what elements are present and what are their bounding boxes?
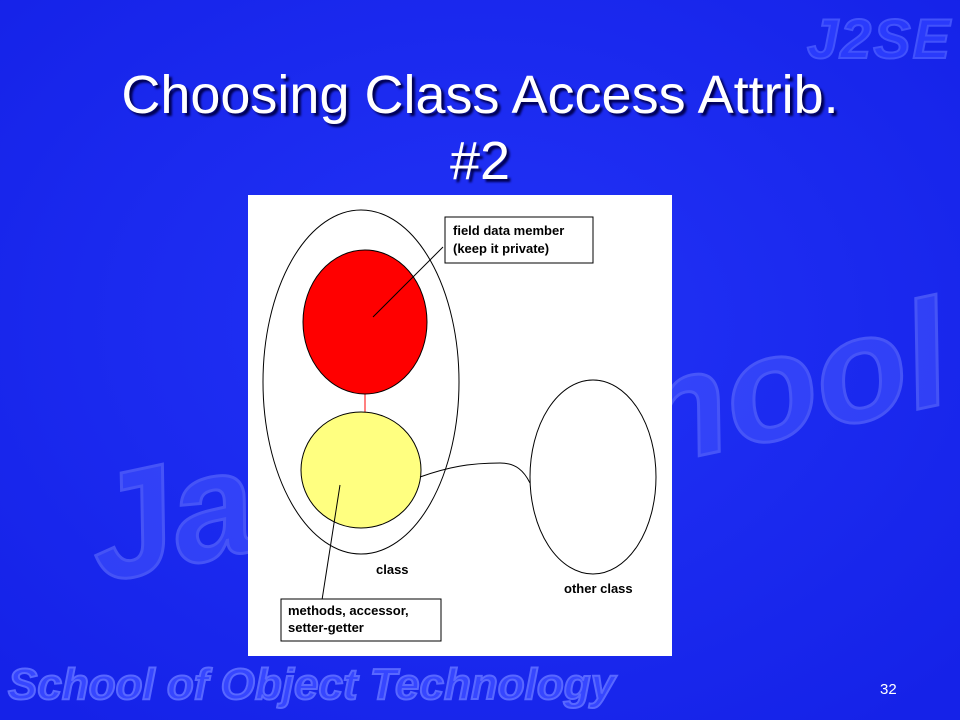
- title-line-1: Choosing Class Access Attrib.: [121, 65, 839, 125]
- class-access-diagram: field data member (keep it private) clas…: [248, 195, 672, 656]
- methods-to-other-class-curve: [419, 462, 531, 484]
- class-label: class: [376, 562, 409, 577]
- class-ellipse: [262, 209, 460, 555]
- title-line-2: #2: [449, 131, 511, 191]
- field-callout-line-2: (keep it private): [453, 241, 549, 256]
- field-data-member-circle: [302, 249, 428, 395]
- field-pointer-line: [372, 246, 444, 318]
- footer-brand: School of Object Technology: [7, 659, 616, 710]
- slide-number: 32: [880, 681, 897, 698]
- methods-callout-line-1: methods, accessor,: [288, 603, 409, 618]
- diagram-canvas: field data member (keep it private) clas…: [262, 209, 657, 642]
- methods-pointer-line: [321, 484, 341, 601]
- field-callout-box: [444, 216, 594, 264]
- methods-circle: [300, 411, 422, 529]
- methods-callout-box: [280, 598, 442, 642]
- j2se-logo: J2SE: [806, 6, 952, 71]
- other-class-ellipse: [529, 379, 657, 575]
- field-callout-line-1: field data member: [453, 223, 564, 238]
- other-class-label: other class: [564, 581, 633, 596]
- methods-callout-line-2: setter-getter: [288, 620, 364, 635]
- slide-title: Choosing Class Access Attrib. #2: [60, 62, 900, 194]
